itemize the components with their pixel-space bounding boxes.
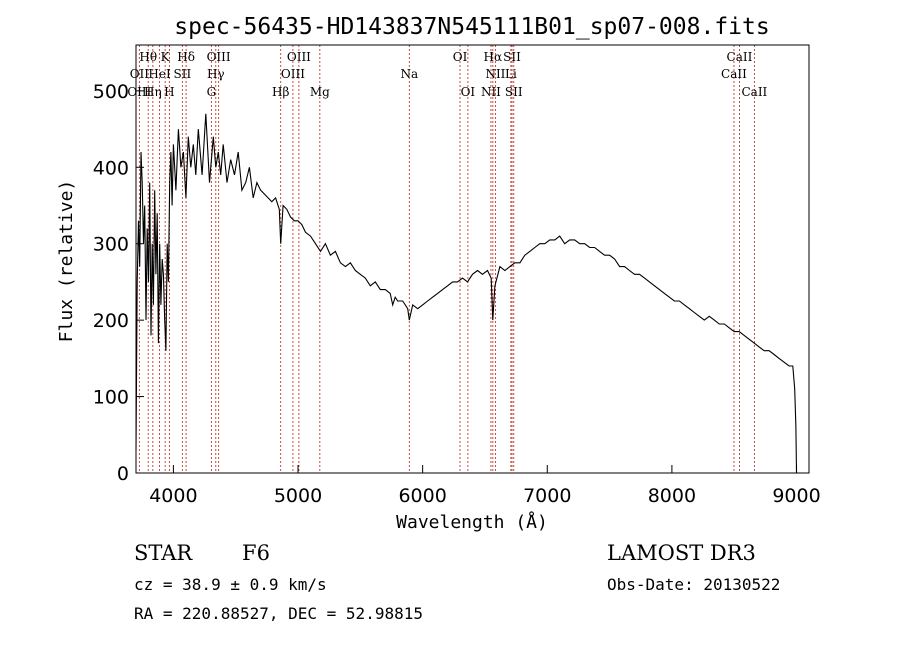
spectral-line-label: SII (505, 85, 523, 99)
spectral-line-label: Hγ (207, 67, 225, 81)
chart-title: spec-56435-HD143837N545111B01_sp07-008.f… (174, 14, 769, 40)
spectral-line-label: Hδ (177, 50, 195, 64)
spectral-line-label: Mg (310, 85, 330, 99)
y-tick-label: 100 (93, 387, 129, 409)
x-tick-label: 7000 (523, 485, 571, 507)
spectral-line-label: Hβ (272, 85, 289, 99)
spectral-subclass: F6 (242, 541, 270, 565)
y-tick-label: 500 (93, 81, 129, 103)
spectral-line-label: OIII (281, 67, 305, 81)
x-tick-label: 9000 (772, 485, 820, 507)
spectral-line-label: G (207, 85, 217, 99)
spectral-line-label: OIII (287, 50, 311, 64)
spectral-line-label: Hα (484, 50, 503, 64)
y-tick-label: 200 (93, 310, 129, 332)
spectral-line-label: CaII (721, 67, 747, 81)
spectral-line-label: Na (400, 67, 418, 81)
survey-name: LAMOST DR3 (607, 541, 756, 565)
spectral-line-label: K (161, 50, 171, 64)
spectral-line-label: H (164, 85, 174, 99)
x-tick-label: 8000 (648, 485, 696, 507)
spectral-line-label: HeI (148, 67, 171, 81)
x-axis-label: Wavelength (Å) (396, 511, 548, 533)
object-class: STAR (134, 541, 193, 565)
coordinates: RA = 220.88527, DEC = 52.98815 (134, 604, 423, 623)
x-tick-label: 5000 (274, 485, 322, 507)
x-tick-label: 4000 (149, 485, 197, 507)
spectral-line-label: CaII (741, 85, 767, 99)
spectrum-line (135, 113, 798, 474)
spectral-line-label: SII (503, 50, 521, 64)
y-tick-label: 400 (93, 157, 129, 179)
y-axis-label: Flux (relative) (56, 180, 77, 343)
x-axis-ticks: 4000 5000 6000 7000 8000 9000 (149, 465, 821, 507)
observation-date: Obs-Date: 20130522 (607, 575, 780, 594)
redshift-cz: cz = 38.9 ± 0.9 km/s (134, 575, 327, 594)
spectral-line-label: NII (485, 67, 505, 81)
y-tick-label: 0 (117, 463, 129, 485)
plot-frame (135, 44, 810, 474)
spectral-line-label: Li (505, 67, 517, 81)
spectral-line-label: OIII (127, 85, 151, 99)
spectral-line-label: OIII (207, 50, 231, 64)
spectral-line-label: OI (453, 50, 468, 64)
spectral-line-label: OII (130, 67, 150, 81)
y-axis-ticks: 0 100 200 300 400 500 (93, 81, 144, 485)
spectral-line-label: CaII (727, 50, 753, 64)
x-tick-label: 6000 (398, 485, 446, 507)
spectral-line-label: NII (481, 85, 501, 99)
spectral-line-label: SII (174, 67, 192, 81)
spectral-line-markers (138, 45, 755, 473)
spectral-line-label: OI (461, 85, 476, 99)
y-tick-label: 300 (93, 234, 129, 256)
spectral-line-label: Hη (144, 85, 162, 99)
spectral-line-label: Hθ (139, 50, 157, 64)
